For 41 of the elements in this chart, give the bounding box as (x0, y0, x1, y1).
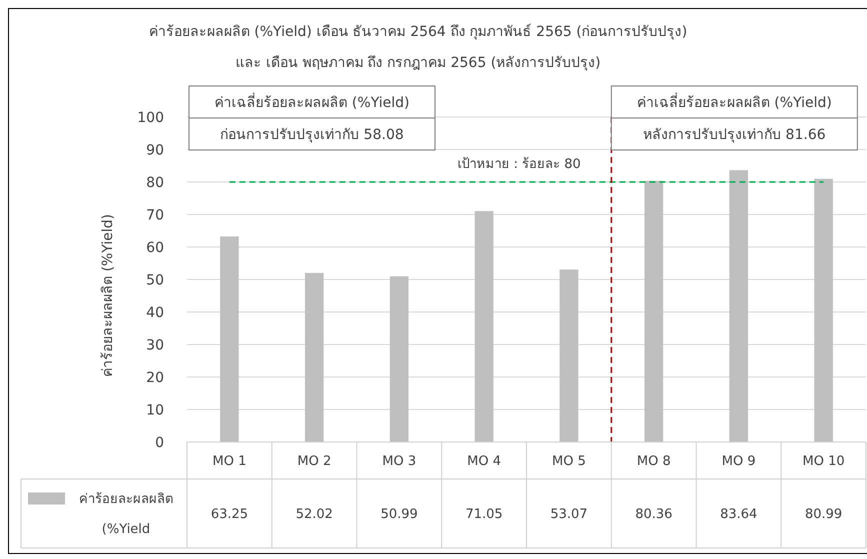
y-tick-label: 20 (146, 370, 164, 386)
x-tick-label: MO 3 (382, 454, 416, 470)
annotation: ค่าเฉลี่ยร้อยละผลผลิต (%Yield) ก่อนการปรับปรุงเท่ากับ 58.08 (214, 92, 410, 143)
x-tick-label: MO 1 (212, 454, 246, 470)
data-label: 80.99 (804, 507, 842, 522)
bar (729, 170, 748, 442)
data-label: 53.07 (550, 507, 588, 522)
x-tick-label: MO 8 (636, 454, 671, 470)
data-label: 50.99 (380, 507, 418, 522)
y-tick-label: 30 (146, 337, 164, 354)
x-tick-label: MO 2 (297, 454, 332, 470)
annotation: ค่าเฉลี่ยร้อยละผลผลิต (%Yield) หลังการปรับปรุงเท่ากับ 81.66 (636, 92, 832, 143)
data-label: 71.05 (465, 507, 503, 522)
y-tick-label: 10 (146, 402, 164, 418)
legend-label: ค่าร้อยละผลผลิต (%Yield (79, 492, 173, 538)
y-tick-label: 100 (137, 110, 164, 126)
y-tick-label: 40 (146, 304, 164, 321)
y-tick-label: 0 (155, 434, 164, 451)
bar (474, 211, 494, 442)
y-tick-label: 80 (146, 174, 164, 191)
x-tick-label: MO 4 (467, 454, 501, 470)
bar (390, 276, 409, 442)
data-label: 80.36 (635, 507, 672, 522)
data-label: 83.64 (720, 507, 758, 522)
chart-title: ค่าร้อยละผลผลิต (%Yield) เดือน ธันวาคม 2564 ถึง กุมภาพันธ์ 2565 (ก่อนการปรับปรุง) และ เดือน พฤษภาคม ถึง กรกฎาคม 2565 (หลังการปรับปรุง) (148, 23, 688, 71)
y-axis-title: ค่าร้อยละผลผลิต (%Yield) (100, 214, 116, 378)
y-tick-label: 70 (146, 207, 164, 224)
data-label: 52.02 (296, 507, 333, 522)
bar (220, 236, 239, 442)
bar (814, 178, 833, 442)
bar (304, 272, 324, 442)
x-tick-label: MO 10 (802, 454, 845, 470)
x-tick-label: MO 9 (722, 454, 756, 470)
x-tick-label: MO 5 (552, 454, 586, 470)
y-tick-label: 50 (146, 272, 164, 288)
ref-line-label: เป้าหมาย : ร้อยละ 80 (457, 157, 581, 172)
bar (644, 180, 664, 442)
y-tick-label: 90 (146, 142, 164, 158)
data-label: 63.25 (210, 507, 248, 522)
y-tick-label: 60 (146, 240, 164, 256)
bar (560, 270, 578, 442)
